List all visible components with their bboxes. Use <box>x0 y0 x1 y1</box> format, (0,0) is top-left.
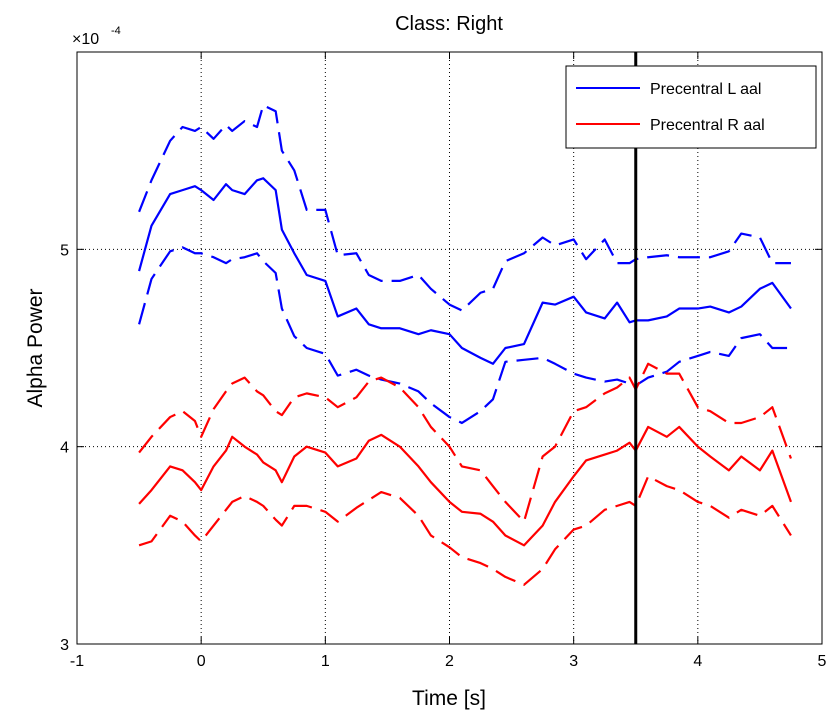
series-line-2 <box>138 246 791 425</box>
legend-box <box>565 65 817 149</box>
series-line-0 <box>138 177 792 365</box>
y-axis-label: Alpha Power <box>24 288 47 407</box>
y-exponent-base: ×10 <box>72 31 99 48</box>
legend: Precentral L aal Precentral R aal <box>565 65 817 149</box>
y-exponent-power: -4 <box>111 25 121 37</box>
x-tick-label: 3 <box>569 653 578 670</box>
y-tick-label: 4 <box>60 440 69 457</box>
axis-ticks: -1 0 1 2 3 4 5 3 4 5 <box>60 52 827 670</box>
chart-title: Class: Right <box>395 13 503 35</box>
x-tick-label: -1 <box>70 653 84 670</box>
series-line-3 <box>138 425 792 547</box>
series-line-4 <box>138 362 792 523</box>
x-axis-label: Time [s] <box>412 687 486 710</box>
x-tick-label: 4 <box>693 653 702 670</box>
legend-label-precentral-l: Precentral L aal <box>650 81 761 98</box>
x-tick-label: 1 <box>321 653 330 670</box>
legend-label-precentral-r: Precentral R aal <box>650 117 765 134</box>
x-tick-label: 0 <box>197 653 206 670</box>
y-tick-label: 3 <box>60 637 69 654</box>
series-line-1 <box>138 104 791 312</box>
x-tick-label: 2 <box>445 653 454 670</box>
series-line-5 <box>138 475 792 586</box>
x-tick-label: 5 <box>818 653 827 670</box>
series-group <box>138 104 792 586</box>
y-tick-label: 5 <box>60 242 69 259</box>
